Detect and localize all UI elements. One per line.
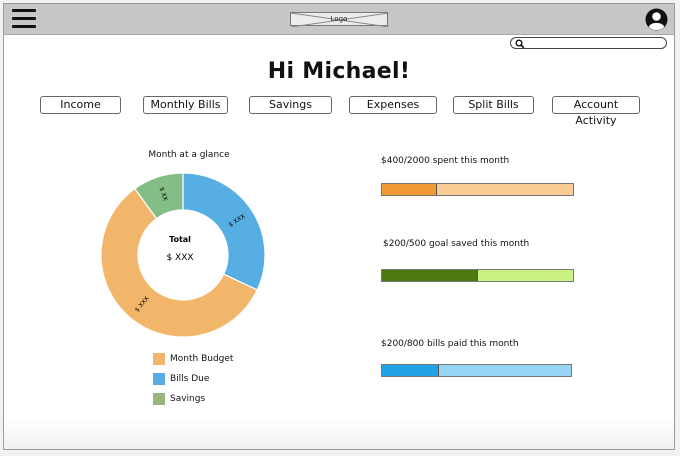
split-bills-button[interactable]: Split Bills [453, 96, 534, 114]
legend-swatch [153, 372, 165, 385]
spent-label: $400/2000 spent this month [381, 156, 510, 166]
bills-paid-label: $200/800 bills paid this month [381, 339, 519, 349]
legend-label: Savings [170, 394, 206, 404]
expenses-button[interactable]: Expenses [349, 96, 437, 114]
hamburger-menu-icon[interactable] [12, 9, 36, 29]
logo-text: Logo [330, 15, 348, 23]
donut-center [138, 210, 228, 300]
spent-progress-bar [381, 183, 574, 196]
glance-title: Month at a glance [148, 150, 230, 160]
income-button[interactable]: Income [40, 96, 121, 114]
month-donut-chart: Total $ XXX $ XXX$ XXX$ XX [100, 172, 266, 338]
app-window: Logo Hi Michael! Income Monthly Bills Sa… [3, 3, 675, 450]
search-icon [515, 39, 525, 49]
savings-button[interactable]: Savings [249, 96, 332, 114]
account-activity-button[interactable]: Account Activity [552, 96, 640, 127]
monthly-bills-button[interactable]: Monthly Bills [143, 96, 228, 114]
legend-label: Bills Due [170, 374, 210, 384]
search-input[interactable] [527, 38, 663, 48]
legend-item-bills-due: Bills Due [153, 372, 209, 386]
spent-progress-fill [382, 184, 438, 195]
legend-item-savings: Savings [153, 392, 205, 406]
logo-placeholder-icon [291, 13, 389, 27]
donut-total-title: Total [169, 235, 191, 244]
logo: Logo [290, 12, 389, 27]
saved-progress-bar [381, 269, 574, 282]
user-avatar-icon[interactable] [645, 8, 668, 31]
bills-paid-progress-fill [382, 365, 439, 376]
bottom-shade [4, 419, 674, 449]
greeting-heading: Hi Michael! [267, 59, 411, 84]
legend-swatch [153, 352, 165, 365]
legend-swatch [153, 392, 165, 405]
saved-label: $200/500 goal saved this month [383, 239, 530, 249]
legend-label: Month Budget [170, 354, 234, 364]
donut-total-value: $ XXX [166, 253, 193, 263]
donut-slice-label: $ XX [158, 186, 169, 201]
saved-progress-fill [382, 270, 478, 281]
top-bar: Logo [4, 4, 674, 35]
legend-item-month-budget: Month Budget [153, 352, 233, 366]
search-box[interactable] [510, 37, 667, 49]
bills-paid-progress-bar [381, 364, 572, 377]
